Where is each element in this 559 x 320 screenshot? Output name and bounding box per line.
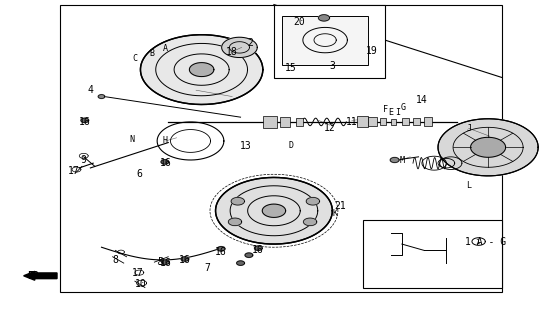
Polygon shape [217,247,225,251]
Text: 16: 16 [79,117,91,127]
Bar [60,4,502,292]
Text: 16: 16 [179,255,191,265]
Text: 13: 13 [240,141,252,151]
Bar [274,4,385,77]
Polygon shape [181,257,189,261]
Polygon shape [222,37,257,58]
Text: 15: 15 [285,63,296,73]
Bar [402,118,409,125]
Text: J: J [466,124,471,133]
Bar [280,117,290,127]
Bar [413,118,420,125]
Polygon shape [254,246,262,251]
Text: FR.: FR. [27,271,45,281]
Bar [363,220,502,288]
Text: H: H [163,136,168,146]
Text: D: D [288,141,293,150]
Text: 16: 16 [215,247,227,257]
Text: N: N [130,135,135,144]
Text: 21: 21 [335,201,347,211]
Text: 1 A - G: 1 A - G [465,237,506,247]
Text: 3: 3 [329,61,335,71]
Polygon shape [98,95,105,99]
Polygon shape [262,204,286,217]
Polygon shape [81,118,89,123]
Bar [263,116,277,128]
Bar [282,16,368,65]
Text: 10: 10 [135,279,146,289]
Text: 11: 11 [346,117,358,127]
FancyArrow shape [23,271,57,280]
Polygon shape [190,63,214,76]
Text: 7: 7 [204,263,210,273]
Polygon shape [236,261,244,265]
Text: 20: 20 [293,17,305,27]
Polygon shape [231,197,244,205]
Polygon shape [228,218,241,226]
Bar [296,118,303,126]
Bar [424,117,433,126]
Text: 18: 18 [226,47,238,57]
Text: 2: 2 [248,38,254,48]
Text: 19: 19 [366,45,377,56]
Text: 14: 14 [415,95,427,105]
Bar [368,117,377,126]
Text: 1: 1 [475,239,480,245]
Polygon shape [390,157,399,163]
Text: F: F [383,105,388,114]
Text: 16: 16 [160,158,172,168]
Text: C: C [132,54,138,63]
Text: I: I [395,108,400,117]
Bar [380,118,386,125]
Polygon shape [471,137,505,157]
Polygon shape [306,197,320,205]
Polygon shape [245,253,253,257]
Text: 4: 4 [87,85,93,95]
Polygon shape [140,35,263,105]
Text: 17: 17 [132,268,144,278]
Text: 9: 9 [80,155,87,165]
Text: E: E [389,108,393,117]
Text: 16: 16 [160,258,172,268]
Polygon shape [438,119,538,176]
Text: A: A [163,44,168,53]
Polygon shape [304,218,317,226]
Polygon shape [319,15,330,21]
Text: G: G [401,103,406,112]
Polygon shape [161,160,169,164]
Text: 8: 8 [112,255,119,265]
Text: 5: 5 [157,257,163,267]
Text: M: M [399,156,404,164]
Text: 6: 6 [136,169,143,179]
Text: B: B [149,49,154,58]
Text: L: L [466,181,471,190]
Polygon shape [162,260,169,264]
Text: 12: 12 [324,123,335,133]
Text: K: K [333,209,338,219]
Bar [391,119,396,125]
Text: 16: 16 [252,245,263,255]
Bar [357,116,368,127]
Polygon shape [216,178,333,244]
Text: 17: 17 [68,166,79,176]
